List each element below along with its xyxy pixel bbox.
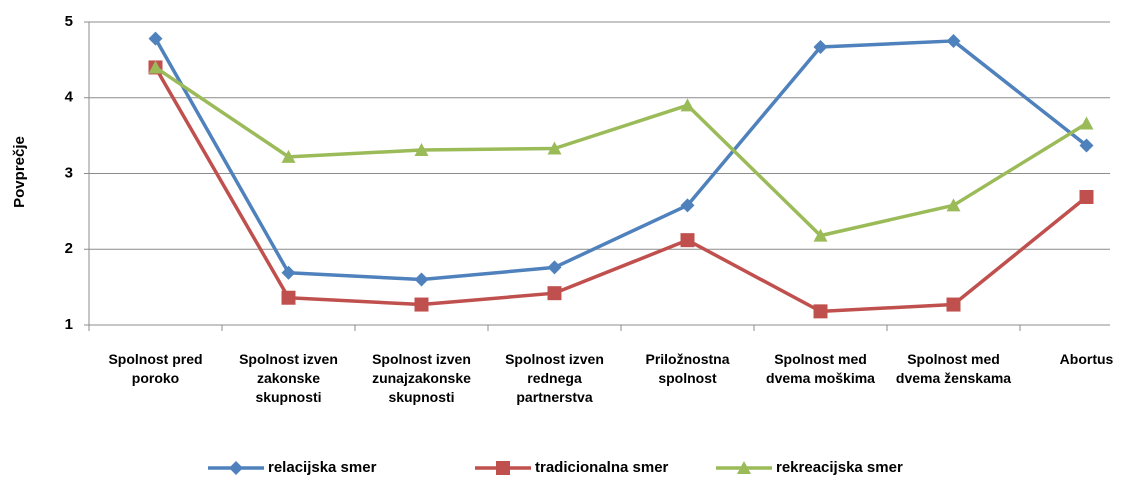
marker [281,265,296,280]
x-tick-label: Spolnost izven zakonske skupnosti [239,351,338,405]
marker [148,60,163,74]
marker [414,272,429,287]
y-tick-label: 5 [65,13,73,30]
marker [547,141,562,155]
marker [946,33,961,48]
marker [946,297,961,312]
marker [680,233,695,248]
marker [148,31,163,46]
marker [496,461,510,475]
y-axis-label: Povprečje [11,136,28,208]
legend-label: relacijska smer [268,459,377,476]
marker [1079,138,1094,153]
marker [281,290,296,305]
marker [1079,116,1094,130]
marker [680,198,695,213]
x-tick-label: Spolnost izven zunajzakonske skupnosti [372,351,471,405]
marker [547,286,562,301]
marker [813,228,828,242]
x-tick-label: Spolnost izven rednega partnerstva [505,351,604,405]
y-tick-label: 4 [65,89,74,106]
marker [281,149,296,163]
y-tick-label: 3 [65,164,73,181]
marker [813,39,828,54]
legend-label: tradicionalna smer [535,459,669,476]
marker [946,198,961,212]
series-line [153,66,1088,314]
marker [414,297,429,312]
y-tick-label: 2 [65,240,73,257]
series-line [153,37,1088,282]
marker [737,461,751,474]
x-tick-label: Spolnost med dvema moškima [766,351,875,386]
marker [1079,189,1094,204]
marker [813,304,828,319]
marker [414,143,429,157]
x-tick-label: Spolnost med dvema ženskama [895,351,1012,386]
marker [229,461,243,475]
series-line [154,65,1088,238]
x-tick-label: Abortus [1059,351,1114,367]
legend-label: rekreacijska smer [776,459,903,476]
marker [680,98,695,112]
marker [547,260,562,275]
x-tick-label: Spolnost pred poroko [108,351,203,386]
x-tick-label: Priložnostna spolnost [645,351,730,386]
y-tick-label: 1 [65,316,73,333]
